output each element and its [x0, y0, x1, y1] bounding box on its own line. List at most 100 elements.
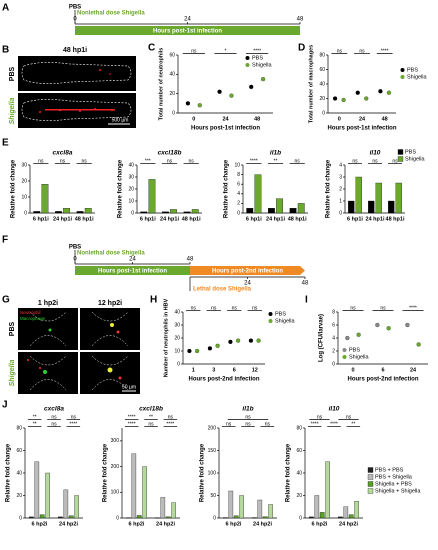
- treatment-label: PBS: [69, 245, 81, 251]
- bar: [395, 182, 402, 214]
- mean-dot: [356, 332, 361, 337]
- significance-label: ns: [317, 414, 323, 420]
- significance-label: ns: [191, 48, 197, 54]
- mean-dot: [194, 348, 200, 354]
- significance-label: ****: [250, 158, 258, 164]
- significance-label: ns: [51, 414, 57, 420]
- y-axis-label: Relative fold change: [118, 159, 124, 218]
- x-tick-label: 6 hp1i: [140, 216, 156, 222]
- micrograph: [18, 352, 78, 394]
- y-tick-label: 40: [319, 81, 325, 87]
- y-tick-label: 10: [128, 198, 134, 204]
- bar: [155, 517, 160, 519]
- x-tick-label: 0: [192, 116, 195, 122]
- x-tick-label: 24: [410, 367, 417, 373]
- y-axis-label: Relative fold change: [11, 159, 17, 218]
- bar: [354, 500, 359, 519]
- mean-dot: [197, 103, 202, 108]
- bar: [348, 514, 354, 519]
- treatment-label: PBS: [69, 5, 81, 11]
- timeline-tick-label: 24: [129, 257, 136, 263]
- significance-label: **: [274, 158, 278, 164]
- legend-swatch: [397, 149, 404, 155]
- y-tick-label: 6: [237, 182, 240, 188]
- significance-label: **: [351, 421, 355, 427]
- mean-dot: [341, 97, 346, 103]
- legend-label: PBS: [252, 55, 263, 61]
- legend-swatch: [268, 319, 273, 323]
- bar: [58, 516, 63, 519]
- significance-label: ns: [295, 158, 301, 164]
- significance-label: ns: [352, 158, 358, 164]
- x-tick-label: 6 hp2i: [312, 521, 328, 527]
- chart-title: il10: [329, 406, 340, 413]
- y-tick-label: 40: [16, 470, 22, 476]
- bar: [171, 502, 176, 519]
- bar: [162, 211, 169, 214]
- y-tick-label: 0: [131, 210, 134, 216]
- significance-label: ns: [346, 414, 352, 420]
- significance-label: ****: [69, 421, 77, 427]
- bar: [68, 515, 74, 519]
- phase-label: Hours post-2nd infection: [212, 269, 283, 275]
- mean-dot: [229, 93, 234, 98]
- x-tick-label: 48: [382, 116, 388, 122]
- y-tick-label: 6: [332, 322, 335, 328]
- y-tick-label: 20: [169, 91, 175, 97]
- chart-title: cxcl8a: [53, 150, 73, 157]
- significance-label: ***: [145, 158, 151, 164]
- x-tick-label: 3: [212, 367, 215, 373]
- y-tick-label: 60: [296, 448, 302, 454]
- significance-label: ns: [189, 158, 195, 164]
- timeline-tick-label: 0: [73, 257, 77, 263]
- bar: [29, 516, 34, 519]
- x-tick-label: 24 hp2i: [156, 521, 175, 527]
- legend-swatch: [268, 312, 273, 316]
- x-tick-label: 24 hp1i: [366, 216, 385, 222]
- x-tick-label: 24 hp1i: [53, 216, 72, 222]
- legend-swatch: [400, 75, 405, 79]
- mean-dot: [345, 335, 350, 341]
- y-tick-label: 0: [299, 515, 302, 521]
- significance-label: ns: [265, 421, 271, 427]
- bar: [343, 506, 349, 519]
- bar: [309, 516, 314, 519]
- y-tick-label: 10: [21, 194, 27, 200]
- mean-dot: [386, 90, 392, 95]
- panel-letter: G: [2, 295, 10, 306]
- outline: [21, 62, 132, 84]
- y-tick-label: 40: [174, 309, 180, 315]
- significance-label: ns: [372, 158, 378, 164]
- timeline-tick-label: 24: [244, 281, 251, 287]
- x-tick-label: 24: [359, 116, 366, 122]
- phase-bar: [75, 26, 300, 35]
- bar: [254, 174, 262, 214]
- legend-swatch: [367, 474, 374, 480]
- x-tick-label: 1: [192, 367, 195, 373]
- y-tick-label: 40: [128, 162, 134, 168]
- bar: [45, 472, 50, 519]
- panel-letter: J: [2, 400, 8, 411]
- y-tick-label: 60: [319, 67, 325, 73]
- significance-label: ns: [252, 305, 258, 311]
- legend-label: Shigella: [407, 74, 428, 80]
- y-tick-label: 20: [174, 335, 180, 341]
- y-tick-label: 8: [237, 172, 240, 178]
- y-axis-label: Relative fold change: [326, 159, 332, 218]
- y-tick-label: 0: [332, 361, 335, 367]
- y-tick-label: 60: [16, 448, 22, 454]
- significance-label: ns: [380, 305, 386, 311]
- significance-label: ns: [167, 158, 173, 164]
- mean-dot: [217, 89, 222, 94]
- bar: [257, 499, 263, 519]
- x-tick-label: 48 hp1i: [288, 216, 307, 222]
- bar: [160, 497, 166, 519]
- timeline-tick-label: 24: [184, 17, 191, 23]
- x-axis-label: Hours post-2nd infection: [189, 377, 260, 383]
- scale-label: 50 µm: [122, 384, 136, 390]
- y-tick-label: 20: [21, 178, 27, 184]
- y-tick-label: 20: [16, 493, 22, 499]
- y-tick-label: 80: [296, 425, 302, 431]
- micrograph: [80, 308, 140, 350]
- mean-dot: [364, 96, 369, 101]
